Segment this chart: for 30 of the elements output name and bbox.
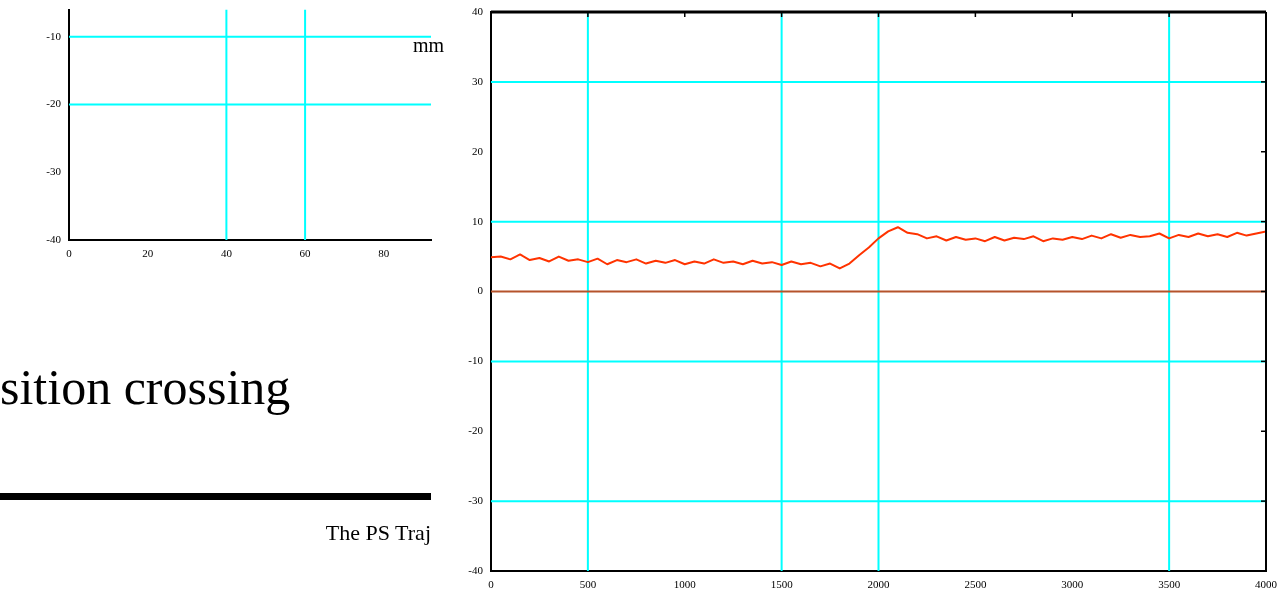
x-tick-label: 0 bbox=[66, 247, 73, 260]
y-tick-label: 40 bbox=[472, 4, 484, 17]
y-tick-label: -20 bbox=[46, 97, 62, 110]
text: sition crossing bbox=[0, 358, 291, 416]
x-tick-label: 0 bbox=[488, 578, 495, 591]
x-tick-label: 80 bbox=[378, 247, 390, 260]
x-tick-label: 3000 bbox=[1061, 578, 1084, 591]
y-tick-label: 20 bbox=[472, 144, 484, 157]
x-tick-label: 3500 bbox=[1158, 578, 1181, 591]
y-tick-label: 30 bbox=[472, 74, 484, 87]
y-tick-label: -30 bbox=[468, 494, 484, 507]
x-tick-label: 2000 bbox=[867, 578, 890, 591]
x-tick-label: 20 bbox=[142, 247, 154, 260]
y-tick-label: -40 bbox=[46, 232, 62, 245]
y-tick-label: 0 bbox=[477, 284, 484, 297]
text: The PS Traj bbox=[325, 520, 431, 546]
y-tick-label: -10 bbox=[468, 354, 484, 367]
x-tick-label: 2500 bbox=[964, 578, 987, 591]
y-axis-title: mm bbox=[413, 34, 445, 57]
y-tick-label: -10 bbox=[46, 29, 62, 42]
x-tick-label: 500 bbox=[579, 578, 597, 591]
x-tick-label: 1000 bbox=[673, 578, 697, 591]
y-tick-label: -20 bbox=[468, 424, 484, 437]
x-tick-label: 40 bbox=[220, 247, 233, 260]
y-tick-label: 10 bbox=[472, 214, 484, 227]
x-tick-label: 1500 bbox=[770, 578, 794, 591]
y-tick-label: -40 bbox=[468, 563, 484, 576]
y-tick-label: -30 bbox=[46, 165, 62, 178]
x-tick-label: 60 bbox=[299, 247, 312, 260]
x-tick-label: 4000 bbox=[1255, 578, 1278, 591]
